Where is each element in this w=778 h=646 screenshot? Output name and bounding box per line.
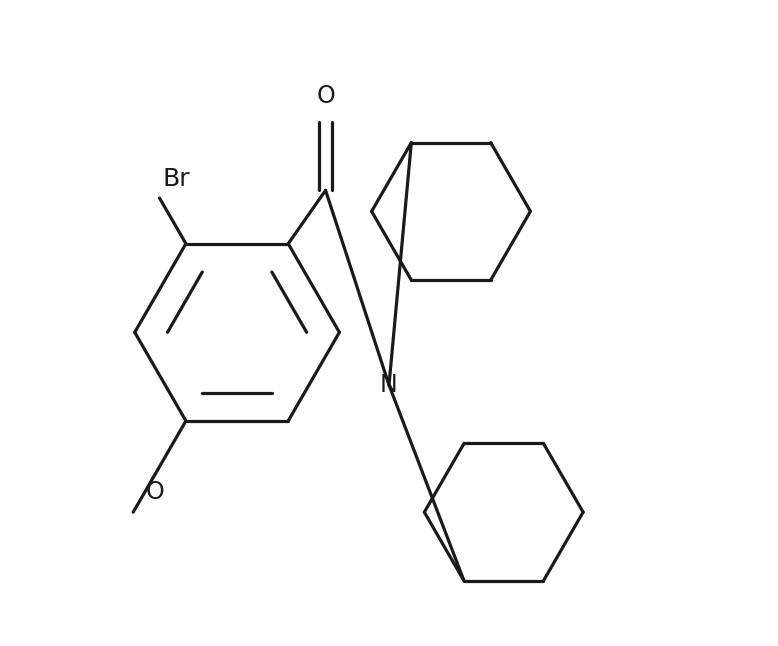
Text: Br: Br [163,167,191,191]
Text: O: O [316,85,335,109]
Text: N: N [380,373,398,397]
Text: O: O [145,481,164,505]
